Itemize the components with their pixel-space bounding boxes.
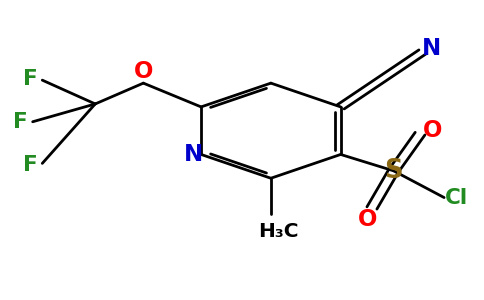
- Text: F: F: [13, 112, 28, 132]
- Text: N: N: [184, 143, 203, 166]
- Text: S: S: [384, 158, 403, 184]
- Text: O: O: [134, 60, 153, 83]
- Text: O: O: [423, 119, 442, 142]
- Text: F: F: [23, 155, 38, 175]
- Text: N: N: [422, 37, 441, 60]
- Text: O: O: [357, 208, 377, 231]
- Text: F: F: [23, 69, 38, 89]
- Text: Cl: Cl: [445, 188, 468, 208]
- Text: H₃C: H₃C: [258, 222, 298, 241]
